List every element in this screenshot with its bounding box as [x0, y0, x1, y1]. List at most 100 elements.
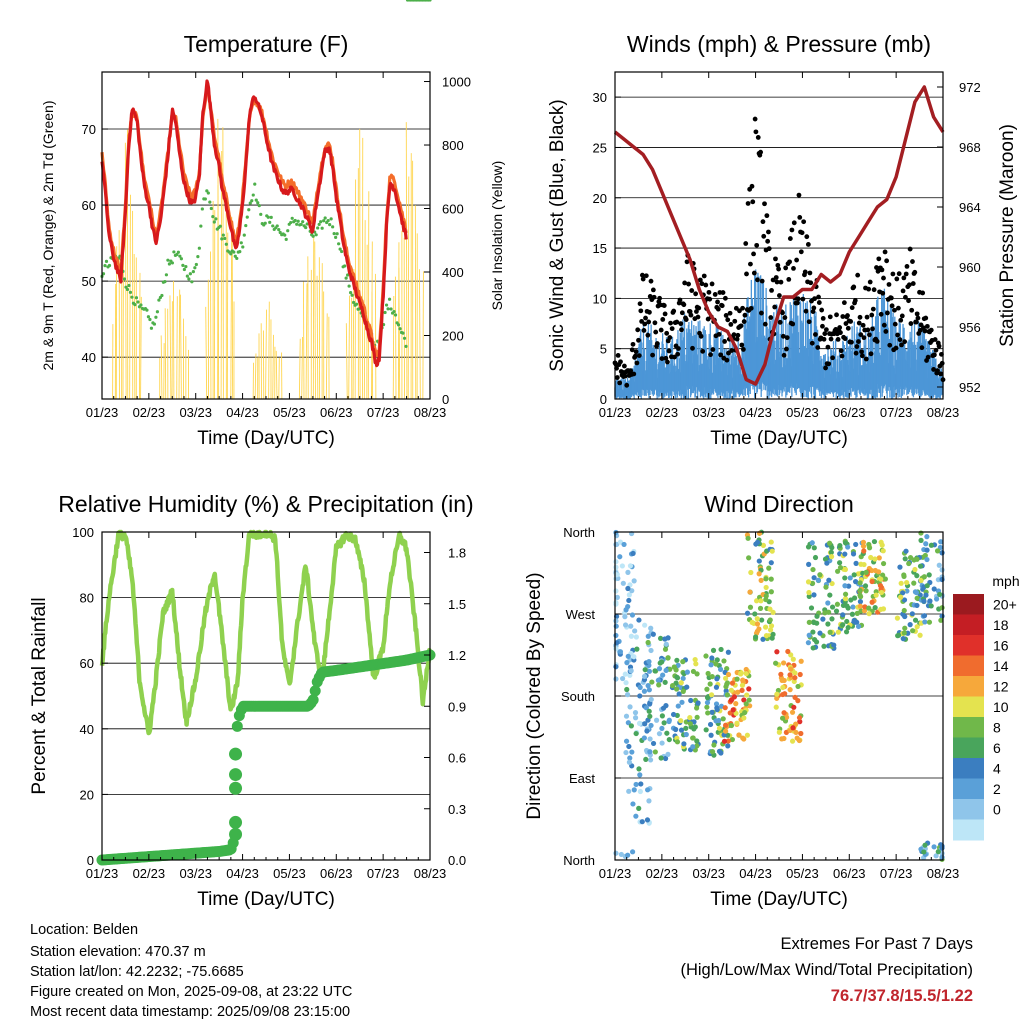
- colorbar-label: 16: [993, 638, 1009, 654]
- solar-spike: [394, 276, 397, 400]
- direction-point: [921, 598, 927, 604]
- gust-point: [658, 327, 664, 333]
- dir-ytick-label: East: [569, 771, 595, 786]
- direction-point: [842, 583, 848, 589]
- direction-point: [939, 576, 945, 583]
- gust-point: [727, 310, 733, 316]
- direction-point: [623, 713, 630, 719]
- precip-ytick-label: 0.3: [448, 802, 466, 817]
- dewpoint-point: [355, 302, 359, 306]
- gust-point: [709, 281, 715, 287]
- colorbar-swatch: [953, 737, 984, 759]
- solar-spike: [254, 353, 257, 400]
- gust-point: [762, 321, 768, 327]
- gust-point: [825, 344, 831, 350]
- direction-point: [646, 659, 652, 665]
- direction-point: [902, 625, 908, 631]
- precip-ytick-label: 1.2: [448, 648, 466, 663]
- solar-spike: [316, 275, 319, 400]
- direction-point: [769, 548, 775, 554]
- gust-point: [931, 352, 937, 358]
- direction-point: [613, 676, 619, 682]
- gust-point: [902, 339, 908, 345]
- dewpoint-point: [251, 193, 255, 197]
- gust-point: [645, 332, 651, 338]
- direction-point: [695, 700, 701, 706]
- direction-point: [910, 628, 916, 634]
- direction-point: [817, 630, 823, 636]
- dewpoint-point: [241, 245, 245, 249]
- wind-ytick-label: 10: [593, 291, 607, 306]
- direction-point: [740, 677, 746, 683]
- direction-point: [806, 589, 812, 596]
- gust-point: [740, 347, 746, 352]
- temperature-xtick-label: 04/23: [226, 405, 259, 420]
- gust-point: [845, 325, 851, 331]
- colorbar-swatch: [953, 799, 984, 820]
- gust-point: [777, 319, 783, 325]
- gust-point: [819, 307, 825, 313]
- dewpoint-point: [188, 272, 192, 276]
- gust-point: [860, 322, 866, 328]
- direction-point: [728, 722, 735, 729]
- solar-spike: [222, 127, 224, 400]
- dewpoint-point: [190, 280, 194, 284]
- gust-point: [810, 309, 816, 314]
- direction-point: [835, 629, 841, 635]
- direction-point: [769, 635, 775, 641]
- direction-point: [746, 555, 752, 561]
- direction-point: [924, 556, 930, 563]
- direction-point: [879, 542, 885, 548]
- direction-point: [810, 566, 816, 573]
- direction-point: [858, 561, 864, 567]
- rh-precip-title: Relative Humidity (%) & Precipitation (i…: [58, 491, 473, 517]
- direction-point: [713, 661, 719, 667]
- direction-point: [683, 725, 689, 731]
- direction-point: [852, 579, 859, 585]
- dewpoint-point: [139, 303, 143, 307]
- dewpoint-point: [271, 224, 275, 228]
- direction-point: [934, 596, 940, 602]
- gust-point: [895, 332, 900, 338]
- gust-point: [894, 276, 900, 282]
- gust-point: [648, 278, 654, 284]
- direction-point: [762, 624, 769, 630]
- direction-point: [927, 598, 933, 604]
- direction-point: [636, 766, 642, 772]
- direction-point: [709, 673, 715, 680]
- solar-spike: [139, 272, 141, 400]
- dewpoint-point: [149, 326, 154, 330]
- direction-point: [683, 731, 689, 738]
- direction-point: [730, 707, 736, 713]
- gust-point: [800, 296, 806, 302]
- rh-precip-xtick-label: 06/23: [320, 866, 353, 881]
- direction-point: [633, 634, 639, 640]
- direction-point: [931, 844, 937, 850]
- solar-spike: [275, 350, 278, 400]
- direction-point: [826, 577, 832, 583]
- direction-point: [882, 576, 888, 582]
- dewpoint-point: [283, 233, 287, 237]
- gust-point: [778, 279, 784, 285]
- direction-point: [646, 708, 652, 714]
- dewpoint-point: [316, 226, 320, 230]
- direction-point: [852, 595, 858, 601]
- direction-point: [811, 545, 817, 551]
- direction-point: [842, 566, 849, 573]
- direction-point: [663, 667, 669, 674]
- gust-point: [794, 257, 800, 263]
- direction-point: [666, 718, 672, 725]
- rh-ytick-label: 100: [72, 525, 94, 540]
- direction-point: [873, 592, 879, 598]
- dewpoint-point: [286, 229, 290, 233]
- wind-ylabel: Sonic Wind & Gust (Blue, Black): [547, 99, 568, 371]
- direction-point: [723, 688, 729, 694]
- direction-point: [866, 605, 872, 611]
- dewpoint-point: [203, 197, 207, 201]
- dewpoint-point: [352, 300, 356, 305]
- direction-point: [868, 554, 874, 561]
- direction-point: [826, 540, 833, 546]
- direction-point: [914, 573, 920, 579]
- direction-point: [624, 686, 630, 693]
- gust-point: [820, 316, 826, 321]
